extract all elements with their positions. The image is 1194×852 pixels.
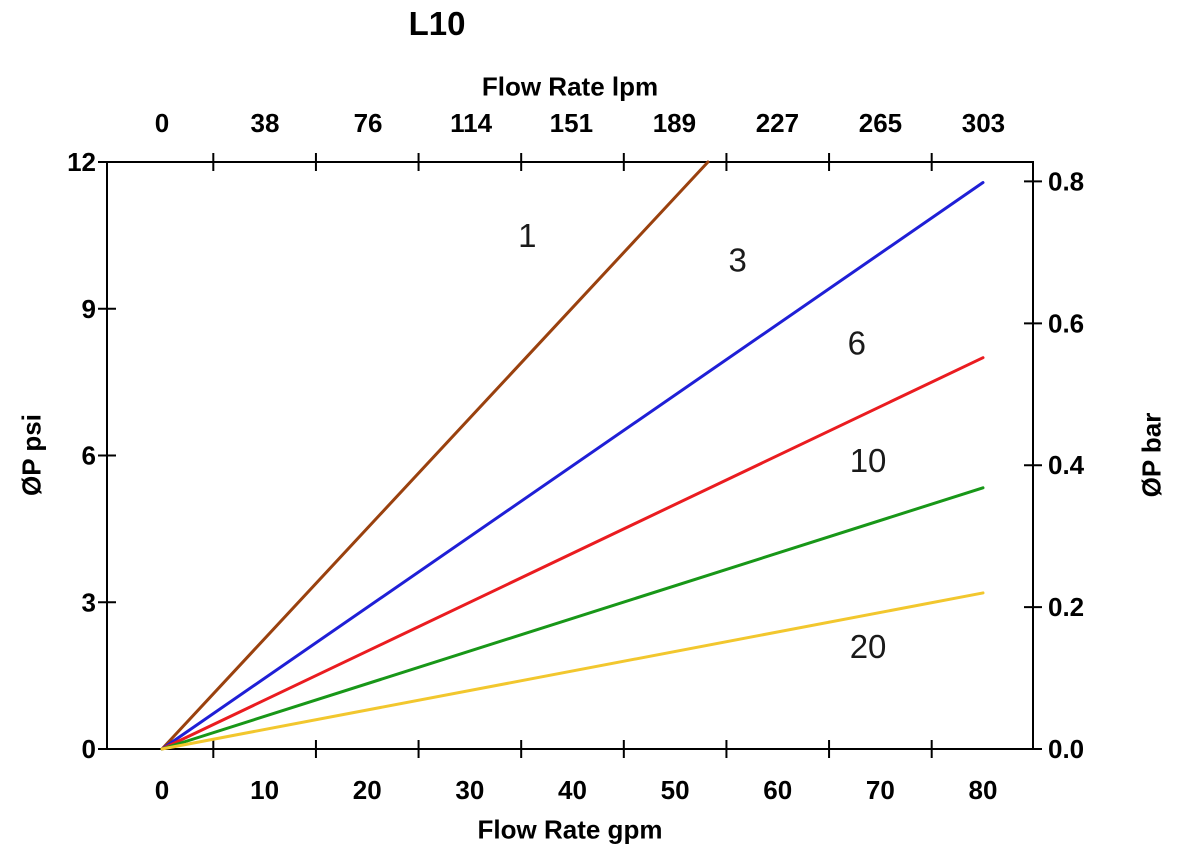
right-axis-title: ØP bar bbox=[1136, 412, 1167, 498]
bottom-tick-label: 80 bbox=[969, 775, 998, 805]
top-tick-label: 151 bbox=[550, 108, 593, 138]
series-label-1: 1 bbox=[518, 217, 536, 254]
chart-title: L10 bbox=[408, 5, 466, 42]
bottom-tick-label: 40 bbox=[558, 775, 587, 805]
left-axis-title: ØP psi bbox=[16, 414, 47, 496]
right-tick-label: 0.4 bbox=[1048, 450, 1085, 480]
right-tick-label: 0.6 bbox=[1048, 308, 1084, 338]
series-line-10 bbox=[160, 486, 985, 751]
top-tick-label: 303 bbox=[962, 108, 1005, 138]
left-tick-label: 0 bbox=[82, 734, 96, 764]
right-tick-label: 0.8 bbox=[1048, 166, 1084, 196]
left-tick-label: 6 bbox=[82, 441, 96, 471]
bottom-tick-label: 0 bbox=[155, 775, 169, 805]
top-tick-label: 38 bbox=[251, 108, 280, 138]
bottom-tick-label: 20 bbox=[353, 775, 382, 805]
series-label-3: 3 bbox=[729, 241, 747, 278]
bottom-tick-label: 10 bbox=[250, 775, 279, 805]
bottom-tick-label: 50 bbox=[661, 775, 690, 805]
bottom-tick-label: 70 bbox=[866, 775, 895, 805]
left-tick-label: 3 bbox=[82, 587, 96, 617]
top-tick-label: 76 bbox=[354, 108, 383, 138]
bottom-tick-label: 60 bbox=[763, 775, 792, 805]
top-tick-label: 227 bbox=[756, 108, 799, 138]
top-axis-title: Flow Rate lpm bbox=[481, 71, 659, 102]
top-tick-label: 189 bbox=[653, 108, 696, 138]
series-line-6 bbox=[160, 356, 985, 751]
series-line-1 bbox=[160, 160, 710, 751]
series-label-20: 20 bbox=[850, 628, 887, 665]
series-line-20 bbox=[160, 591, 985, 751]
series-line-3 bbox=[160, 181, 985, 751]
right-tick-label: 0.0 bbox=[1048, 734, 1084, 764]
top-tick-label: 265 bbox=[859, 108, 902, 138]
left-tick-label: 12 bbox=[67, 147, 96, 177]
left-tick-label: 9 bbox=[82, 294, 96, 324]
series-label-10: 10 bbox=[850, 442, 887, 479]
top-tick-label: 114 bbox=[450, 108, 492, 138]
top-tick-label: 0 bbox=[155, 108, 169, 138]
bottom-axis-title: Flow Rate gpm bbox=[477, 814, 663, 845]
bottom-tick-label: 30 bbox=[455, 775, 484, 805]
right-tick-label: 0.2 bbox=[1048, 592, 1084, 622]
series-label-6: 6 bbox=[848, 324, 866, 361]
